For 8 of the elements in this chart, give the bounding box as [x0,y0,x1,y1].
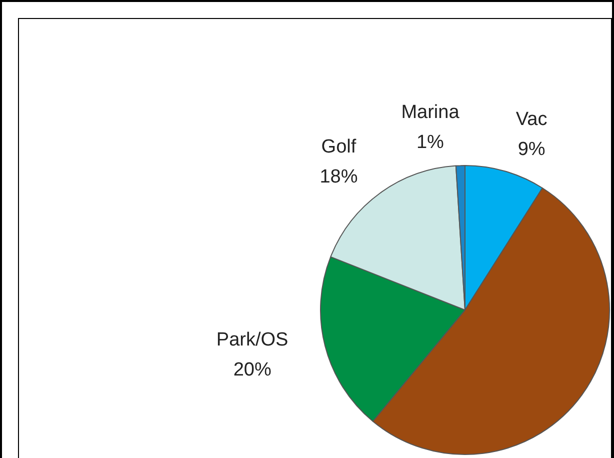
slice-label: Park/OS [216,330,288,351]
slice-label: Marina [401,102,460,123]
data-label: 20% [233,360,272,381]
data-label: 1% [416,132,444,153]
data-label: 9% [518,138,546,160]
data-label: 18% [320,166,358,188]
slice-label: Vac [516,108,548,130]
slice-label: Golf [321,136,357,158]
